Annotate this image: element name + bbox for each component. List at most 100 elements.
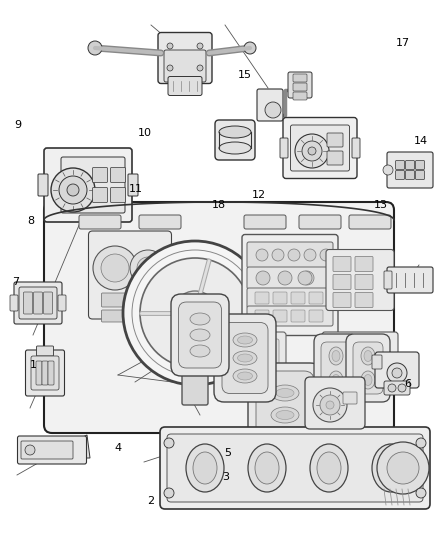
- Text: 3: 3: [222, 472, 229, 482]
- FancyBboxPatch shape: [14, 282, 62, 324]
- Circle shape: [67, 184, 79, 196]
- FancyBboxPatch shape: [273, 310, 287, 322]
- FancyBboxPatch shape: [167, 434, 423, 502]
- Circle shape: [164, 438, 174, 448]
- Ellipse shape: [332, 351, 340, 361]
- FancyBboxPatch shape: [291, 292, 305, 304]
- FancyBboxPatch shape: [322, 332, 398, 368]
- FancyBboxPatch shape: [168, 77, 202, 95]
- FancyBboxPatch shape: [309, 292, 323, 304]
- FancyBboxPatch shape: [293, 92, 307, 100]
- Ellipse shape: [364, 375, 372, 385]
- FancyBboxPatch shape: [48, 361, 54, 385]
- FancyBboxPatch shape: [327, 151, 343, 165]
- Ellipse shape: [190, 329, 210, 341]
- Text: 5: 5: [224, 448, 231, 458]
- FancyBboxPatch shape: [406, 160, 414, 169]
- FancyBboxPatch shape: [237, 367, 249, 378]
- FancyBboxPatch shape: [42, 361, 48, 385]
- FancyBboxPatch shape: [283, 117, 357, 179]
- FancyBboxPatch shape: [215, 120, 255, 160]
- Circle shape: [302, 141, 322, 161]
- Ellipse shape: [233, 369, 257, 383]
- FancyBboxPatch shape: [38, 174, 48, 196]
- FancyBboxPatch shape: [128, 174, 138, 196]
- FancyBboxPatch shape: [24, 292, 32, 314]
- Text: 2: 2: [148, 496, 155, 506]
- FancyBboxPatch shape: [333, 274, 351, 289]
- FancyBboxPatch shape: [387, 152, 433, 188]
- FancyBboxPatch shape: [333, 339, 387, 361]
- Text: 17: 17: [396, 38, 410, 47]
- Ellipse shape: [317, 452, 341, 484]
- Circle shape: [167, 65, 173, 71]
- Circle shape: [140, 258, 250, 368]
- Circle shape: [298, 271, 312, 285]
- Circle shape: [320, 395, 340, 415]
- Text: 9: 9: [14, 120, 21, 130]
- Ellipse shape: [219, 142, 251, 154]
- FancyBboxPatch shape: [139, 215, 181, 229]
- Circle shape: [300, 271, 314, 285]
- Circle shape: [313, 388, 347, 422]
- FancyBboxPatch shape: [110, 188, 126, 203]
- Circle shape: [244, 42, 256, 54]
- Ellipse shape: [379, 452, 403, 484]
- FancyBboxPatch shape: [102, 293, 159, 307]
- Circle shape: [398, 384, 406, 392]
- Circle shape: [173, 291, 217, 335]
- Circle shape: [308, 147, 316, 155]
- Circle shape: [256, 249, 268, 261]
- Circle shape: [288, 249, 300, 261]
- FancyBboxPatch shape: [375, 352, 419, 388]
- FancyBboxPatch shape: [237, 340, 249, 351]
- FancyBboxPatch shape: [305, 377, 365, 429]
- Ellipse shape: [248, 444, 286, 492]
- Circle shape: [197, 43, 203, 49]
- Circle shape: [377, 442, 429, 494]
- FancyBboxPatch shape: [253, 353, 265, 365]
- Text: 4: 4: [115, 443, 122, 453]
- Ellipse shape: [271, 385, 299, 401]
- FancyBboxPatch shape: [299, 215, 341, 229]
- FancyBboxPatch shape: [242, 235, 338, 335]
- FancyBboxPatch shape: [396, 160, 405, 169]
- Ellipse shape: [276, 410, 294, 419]
- FancyBboxPatch shape: [384, 381, 410, 395]
- Text: 6: 6: [404, 379, 411, 389]
- FancyBboxPatch shape: [248, 363, 322, 467]
- FancyBboxPatch shape: [10, 295, 18, 311]
- FancyBboxPatch shape: [58, 295, 66, 311]
- Circle shape: [392, 368, 402, 378]
- FancyBboxPatch shape: [18, 436, 86, 464]
- FancyBboxPatch shape: [309, 310, 323, 322]
- Text: 11: 11: [129, 184, 143, 194]
- Text: 15: 15: [238, 70, 252, 79]
- Ellipse shape: [271, 429, 299, 445]
- Text: 7: 7: [12, 278, 19, 287]
- Circle shape: [137, 257, 159, 279]
- Text: 13: 13: [374, 200, 388, 210]
- FancyBboxPatch shape: [247, 242, 333, 268]
- Circle shape: [167, 43, 173, 49]
- FancyBboxPatch shape: [21, 441, 73, 459]
- Circle shape: [383, 165, 393, 175]
- FancyBboxPatch shape: [387, 267, 433, 293]
- Ellipse shape: [190, 313, 210, 325]
- Circle shape: [130, 250, 166, 286]
- Circle shape: [416, 438, 426, 448]
- FancyBboxPatch shape: [280, 138, 288, 158]
- FancyBboxPatch shape: [171, 294, 229, 376]
- FancyBboxPatch shape: [247, 267, 333, 289]
- FancyBboxPatch shape: [352, 138, 360, 158]
- FancyBboxPatch shape: [355, 256, 373, 271]
- FancyBboxPatch shape: [353, 342, 383, 394]
- Ellipse shape: [233, 333, 257, 347]
- Ellipse shape: [255, 452, 279, 484]
- Circle shape: [387, 363, 407, 383]
- Ellipse shape: [219, 126, 251, 138]
- FancyBboxPatch shape: [36, 346, 53, 356]
- FancyBboxPatch shape: [416, 160, 424, 169]
- Text: 12: 12: [251, 190, 265, 199]
- FancyBboxPatch shape: [222, 322, 268, 393]
